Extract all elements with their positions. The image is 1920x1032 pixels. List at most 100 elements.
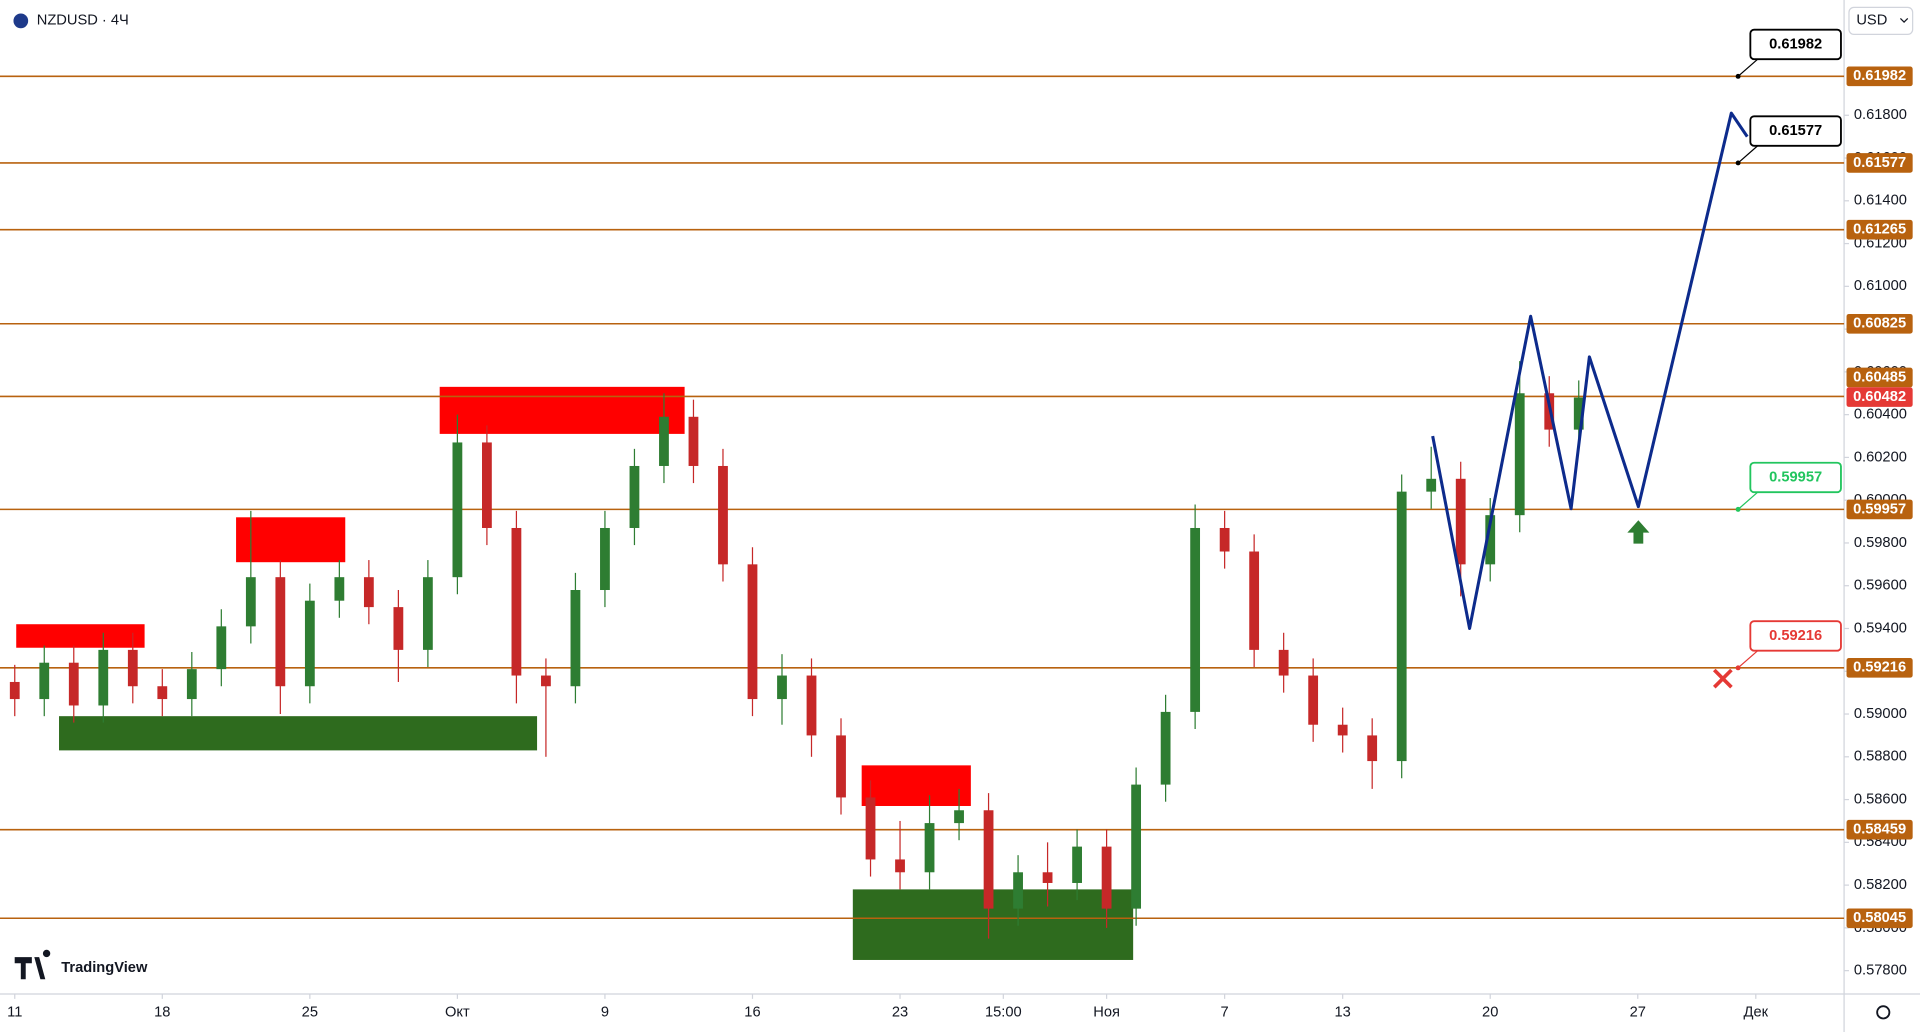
level-label: 0.60485 — [1853, 369, 1906, 385]
candle-body — [954, 810, 964, 824]
x-tick-label: 25 — [302, 1004, 318, 1020]
level-label: 0.59216 — [1853, 660, 1906, 676]
y-tick-label: 0.57800 — [1854, 963, 1907, 979]
level-label-box — [1846, 499, 1913, 520]
level-label: 0.61577 — [1853, 155, 1906, 171]
callout-box — [1749, 461, 1842, 494]
candle-body — [895, 859, 905, 873]
x-tick-label: 23 — [892, 1004, 908, 1020]
brand-logo — [14, 949, 51, 980]
candle-body — [393, 607, 404, 650]
candle-body — [1072, 846, 1082, 883]
candle-body — [1514, 393, 1525, 516]
y-tick-label: 0.59000 — [1854, 706, 1907, 722]
x-tick-label: 16 — [744, 1004, 760, 1020]
y-tick-label: 0.58200 — [1854, 877, 1907, 893]
level-label-box — [1846, 367, 1913, 388]
level-label: 0.58459 — [1853, 822, 1906, 838]
callout-leader — [1737, 650, 1759, 669]
zone — [16, 624, 145, 648]
callout-label: 0.61982 — [1769, 36, 1822, 52]
callout-label: 0.59216 — [1769, 628, 1822, 644]
settings-icon[interactable] — [1876, 1005, 1891, 1020]
callout-box — [1749, 115, 1842, 147]
x-tick-label: 11 — [7, 1004, 22, 1020]
y-tick-label: 0.60400 — [1854, 407, 1907, 423]
candle-body — [334, 577, 345, 601]
y-tick-label: 0.60200 — [1854, 449, 1907, 465]
zone — [861, 765, 971, 806]
candle-body — [718, 465, 728, 565]
candle-body — [541, 675, 551, 687]
currency-button[interactable] — [1848, 6, 1914, 35]
callout-anchor — [1735, 160, 1741, 166]
level-label: 0.60825 — [1853, 316, 1906, 332]
candles-layer — [9, 361, 1584, 939]
level-label: 0.61265 — [1853, 222, 1906, 238]
level-label-box — [1846, 908, 1913, 929]
level-label-box — [1846, 219, 1913, 240]
callout-leader — [1737, 491, 1759, 510]
x-tick-label: 13 — [1335, 1004, 1351, 1020]
callout-anchor — [1735, 506, 1741, 512]
candle-body — [452, 442, 463, 578]
candle-body — [1101, 846, 1112, 909]
candle-body — [629, 465, 640, 528]
x-tick-label: 7 — [1221, 1004, 1229, 1020]
buy-arrow — [1627, 520, 1650, 544]
candle-body — [363, 577, 374, 608]
zones-layer — [16, 386, 1134, 960]
level-label: 0.59957 — [1853, 501, 1906, 517]
symbol-title[interactable]: NZDUSD · 4Ч — [37, 13, 129, 29]
y-tick-label: 0.61400 — [1854, 193, 1907, 209]
candle-body — [422, 577, 433, 650]
zone — [59, 716, 538, 751]
brand-name: TradingView — [61, 960, 148, 976]
last-price-label: 0.60482 — [1853, 389, 1906, 405]
x-tick-label: 9 — [601, 1004, 609, 1020]
x-tick-label: Дек — [1744, 1004, 1769, 1020]
candle-body — [304, 600, 315, 687]
candle-body — [127, 649, 138, 687]
x-tick-label: 20 — [1482, 1004, 1498, 1020]
candle-body — [482, 442, 492, 528]
callout-leader — [1737, 58, 1759, 77]
callout-anchor — [1735, 73, 1741, 79]
zone — [439, 386, 685, 434]
candle-body — [1426, 478, 1437, 492]
level-label: 0.58045 — [1853, 910, 1906, 926]
axis-layer: 0.578000.580000.582000.584000.586000.588… — [7, 66, 1913, 1020]
candle-body — [806, 675, 817, 736]
dropdown-caret — [1899, 17, 1909, 23]
candle-body — [1219, 527, 1230, 552]
candle-body — [865, 797, 876, 860]
level-label-box — [1846, 819, 1913, 840]
candle-body — [98, 649, 109, 706]
level-label-box — [1846, 658, 1913, 678]
candle-body — [570, 590, 581, 687]
candle-body — [1131, 784, 1142, 909]
candle-body — [1278, 649, 1289, 676]
x-tick-label: 27 — [1630, 1004, 1646, 1020]
y-tick-label: 0.59600 — [1854, 578, 1907, 594]
currency-label[interactable]: USD — [1856, 13, 1887, 29]
zone — [236, 517, 346, 563]
y-tick-label: 0.59400 — [1854, 620, 1907, 636]
candle-body — [1573, 397, 1584, 430]
candle-body — [1308, 675, 1319, 725]
level-label: 0.61982 — [1853, 68, 1906, 84]
level-label-box — [1846, 153, 1913, 173]
last-price-box — [1846, 387, 1913, 407]
callout-leader — [1737, 145, 1759, 164]
y-tick-label: 0.61800 — [1854, 107, 1907, 123]
candle-body — [836, 735, 846, 798]
projection-layer: 0.61982 0.61577 0.59957 0.59216 — [1431, 28, 1842, 689]
candle-body — [511, 527, 522, 676]
candle-body — [747, 564, 758, 700]
candle-body — [600, 527, 610, 591]
level-label-box — [1846, 66, 1913, 87]
callout-box — [1749, 28, 1842, 61]
y-tick-label: 0.59800 — [1854, 535, 1907, 551]
